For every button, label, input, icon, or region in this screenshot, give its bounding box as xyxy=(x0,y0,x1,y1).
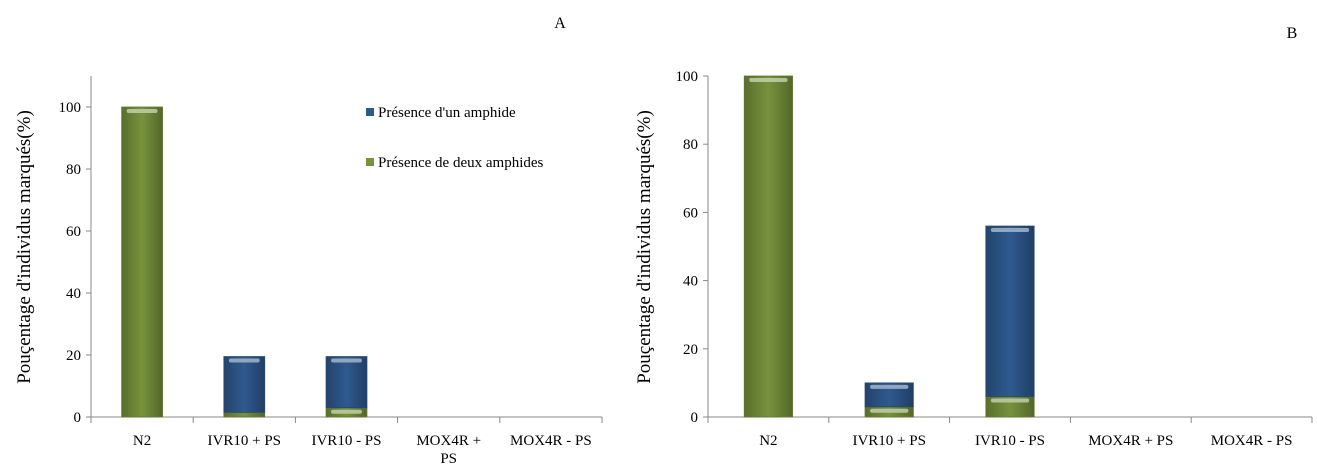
bar-highlight xyxy=(331,409,362,414)
bar-segment xyxy=(223,411,266,418)
y-tick-label: 20 xyxy=(66,348,81,364)
y-tick-label: 100 xyxy=(676,69,699,85)
bar-highlight xyxy=(749,78,788,82)
bar-highlight xyxy=(990,228,1030,233)
y-tick-label: 100 xyxy=(59,100,82,116)
y-tick-label: 60 xyxy=(66,224,81,240)
y-tick-label: 40 xyxy=(683,274,698,290)
legend-label: Présence d'un amphide xyxy=(378,105,516,121)
x-tick-label: IVR10 - PS xyxy=(975,433,1045,449)
legend-swatch xyxy=(366,108,374,116)
y-tick-label: 80 xyxy=(66,162,81,178)
x-tick-label: IVR10 - PS xyxy=(311,433,381,449)
y-tick-label: 0 xyxy=(74,410,82,426)
bar-highlight xyxy=(228,358,260,363)
chart-panel-b: B Pouçentage d'individus marqués(%) 0 20 4… xyxy=(620,0,1318,475)
x-tick-label: MOX4R - PS xyxy=(510,433,592,449)
legend-label: Présence de deux amphides xyxy=(378,155,544,171)
bar-segment xyxy=(223,356,266,413)
legend-swatch xyxy=(366,158,374,166)
y-axis-label-b: Pouçentage d'individus marqués(%) xyxy=(634,110,655,384)
y-tick-label: 80 xyxy=(683,137,698,153)
x-tick-label: N2 xyxy=(133,433,151,449)
x-tick-label: IVR10 + PS xyxy=(852,433,925,449)
chart-b-svg: B Pouçentage d'individus marqués(%) 0 20 4… xyxy=(634,25,1313,449)
bar-segment xyxy=(743,75,793,418)
bar-highlight xyxy=(870,384,909,389)
legend-a: Présence d'un amphide Présence de deux am… xyxy=(366,105,544,171)
y-tick-label: 0 xyxy=(691,410,699,426)
x-tick-label: MOX4R - PS xyxy=(1211,433,1293,449)
bar-segment xyxy=(325,356,368,409)
bar-highlight xyxy=(331,358,362,363)
plot-area-a: 0 20 40 60 80 100 N2 IVR10 + PS IVR10 - PS MOX4R … xyxy=(59,76,603,467)
x-tick-label: IVR10 + PS xyxy=(208,433,281,449)
chart-panel-a: A Pouçentage d'individus marqués(%) 0 20 4… xyxy=(14,15,603,467)
chart-a-svg: A Pouçentage d'individus marqués(%) 0 20 4… xyxy=(14,15,603,467)
panel-label-a: A xyxy=(554,15,566,32)
y-tick-label: 40 xyxy=(66,286,81,302)
x-tick-label: MOX4R + PS xyxy=(1088,433,1173,449)
y-axis-label-a: Pouçentage d'individus marqués(%) xyxy=(14,110,35,384)
y-tick-label: 20 xyxy=(683,342,698,358)
y-tick-label: 60 xyxy=(683,205,698,221)
x-tick-label: N2 xyxy=(759,433,777,449)
bar-segment xyxy=(985,225,1035,397)
y-axis-title-b: Pouçentage d'individus marqués(%) xyxy=(634,110,655,384)
bar-highlight xyxy=(990,398,1030,403)
plot-area-b: 0 20 40 60 80 100 N2 IVR10 + PS IVR10 - PS MOX4R … xyxy=(676,69,1313,449)
panel-label-b: B xyxy=(1287,25,1298,42)
bar-highlight xyxy=(870,408,909,413)
bar-highlight xyxy=(126,109,158,113)
bar-segment xyxy=(121,106,163,418)
x-tick-label: MOX4R + PS xyxy=(416,433,481,467)
y-axis-title-a: Pouçentage d'individus marqués(%) xyxy=(14,110,35,384)
